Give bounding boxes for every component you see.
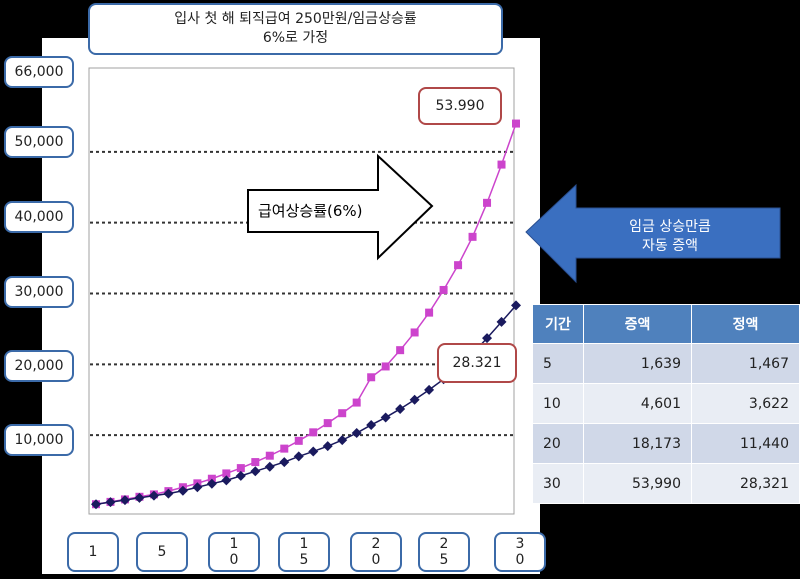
table-cell: 3,622 <box>691 383 800 424</box>
y-tick-label: 50,000 <box>4 126 74 158</box>
data-point <box>367 373 376 382</box>
data-point <box>497 160 506 169</box>
data-point <box>308 446 319 457</box>
data-point <box>294 436 303 445</box>
table-cell: 5 <box>531 343 585 384</box>
data-point <box>280 444 289 453</box>
data-point <box>279 457 290 468</box>
x-tick-label: 5 <box>136 532 188 572</box>
data-point <box>105 497 116 508</box>
y-tick-label-zero: 0 <box>58 502 68 520</box>
data-point <box>396 346 405 355</box>
data-point <box>177 485 188 496</box>
data-point <box>323 419 332 428</box>
data-point <box>483 198 492 207</box>
table-cell: 20 <box>531 423 585 464</box>
data-point <box>163 488 174 499</box>
x-tick-label: 1 <box>67 532 119 572</box>
table-row: 20 18,173 11,440 <box>531 423 800 464</box>
table-cell: 28,321 <box>691 463 800 504</box>
table-header-cell: 기간 <box>531 304 585 344</box>
data-point <box>425 308 434 317</box>
data-point <box>235 470 246 481</box>
table-cell: 4,601 <box>583 383 692 424</box>
data-point <box>454 261 463 270</box>
data-point <box>148 490 159 501</box>
data-point <box>338 409 347 418</box>
data-point <box>366 419 377 430</box>
table-cell: 53,990 <box>583 463 692 504</box>
table-cell: 30 <box>531 463 585 504</box>
data-point <box>251 458 260 467</box>
data-point <box>134 492 145 503</box>
data-point <box>309 428 318 437</box>
table-cell: 18,173 <box>583 423 692 464</box>
x-tick-label: 2 0 <box>350 532 402 572</box>
callout-text: 임금 상승만큼 자동 증액 <box>629 219 711 254</box>
data-point <box>91 499 101 510</box>
plot-frame <box>88 67 515 515</box>
data-point <box>468 232 477 241</box>
data-point <box>351 428 362 439</box>
data-point <box>395 403 406 414</box>
data-point <box>409 394 420 405</box>
y-tick-label: 40,000 <box>4 201 74 233</box>
table-row: 30 53,990 28,321 <box>531 463 800 504</box>
table-cell: 1,639 <box>583 343 692 384</box>
comparison-table: 기간 증액 정액 5 1,639 1,467 10 4,601 3,622 20… <box>531 304 800 504</box>
data-point <box>511 300 521 311</box>
fixed-end-value-label: 28.321 <box>437 343 517 383</box>
table-cell: 11,440 <box>691 423 800 464</box>
data-point <box>119 495 130 506</box>
data-point <box>264 461 275 472</box>
data-point <box>496 316 507 327</box>
table-header-cell: 정액 <box>691 304 800 344</box>
data-point <box>222 469 231 478</box>
data-point <box>380 412 391 423</box>
data-point <box>512 119 520 128</box>
data-point <box>250 466 261 477</box>
data-point <box>293 451 304 462</box>
growth-rate-label: 급여상승률(6%) <box>258 202 363 220</box>
y-tick-label: 20,000 <box>4 350 74 382</box>
data-point <box>322 441 333 452</box>
data-point <box>192 482 203 493</box>
table-header-row: 기간 증액 정액 <box>531 304 800 344</box>
data-point <box>337 435 348 446</box>
y-tick-label: 30,000 <box>4 276 74 308</box>
x-tick-label: 1 0 <box>208 532 260 572</box>
table-row: 5 1,639 1,467 <box>531 343 800 384</box>
data-point <box>424 384 435 395</box>
x-tick-label: 2 5 <box>418 532 470 572</box>
chart-title-line2: 6%로 가정 <box>262 30 329 46</box>
data-point <box>265 451 274 460</box>
chart-title: 입사 첫 해 퇴직급여 250만원/임금상승률 6%로 가정 <box>88 3 503 55</box>
data-point <box>352 398 361 407</box>
table-cell: 10 <box>531 383 585 424</box>
callout-arrow <box>525 183 781 284</box>
data-point <box>206 478 217 489</box>
data-point <box>381 362 390 371</box>
data-point <box>439 285 448 294</box>
chart-title-line1: 입사 첫 해 퇴직급여 250만원/임금상승률 <box>174 11 417 27</box>
table-row: 10 4,601 3,622 <box>531 383 800 424</box>
growth-rate-arrow <box>247 153 434 261</box>
data-point <box>236 464 245 473</box>
increase-end-value-label: 53.990 <box>418 87 502 125</box>
table-cell: 1,467 <box>691 343 800 384</box>
y-tick-label: 10,000 <box>4 424 74 456</box>
x-tick-label: 1 5 <box>278 532 330 572</box>
plot-background <box>42 38 540 574</box>
data-point <box>482 333 493 344</box>
data-point <box>410 328 419 337</box>
x-tick-label: 3 0 <box>494 532 546 572</box>
y-tick-label: 66,000 <box>4 56 74 88</box>
table-header-cell: 증액 <box>583 304 692 344</box>
data-point <box>221 475 232 486</box>
